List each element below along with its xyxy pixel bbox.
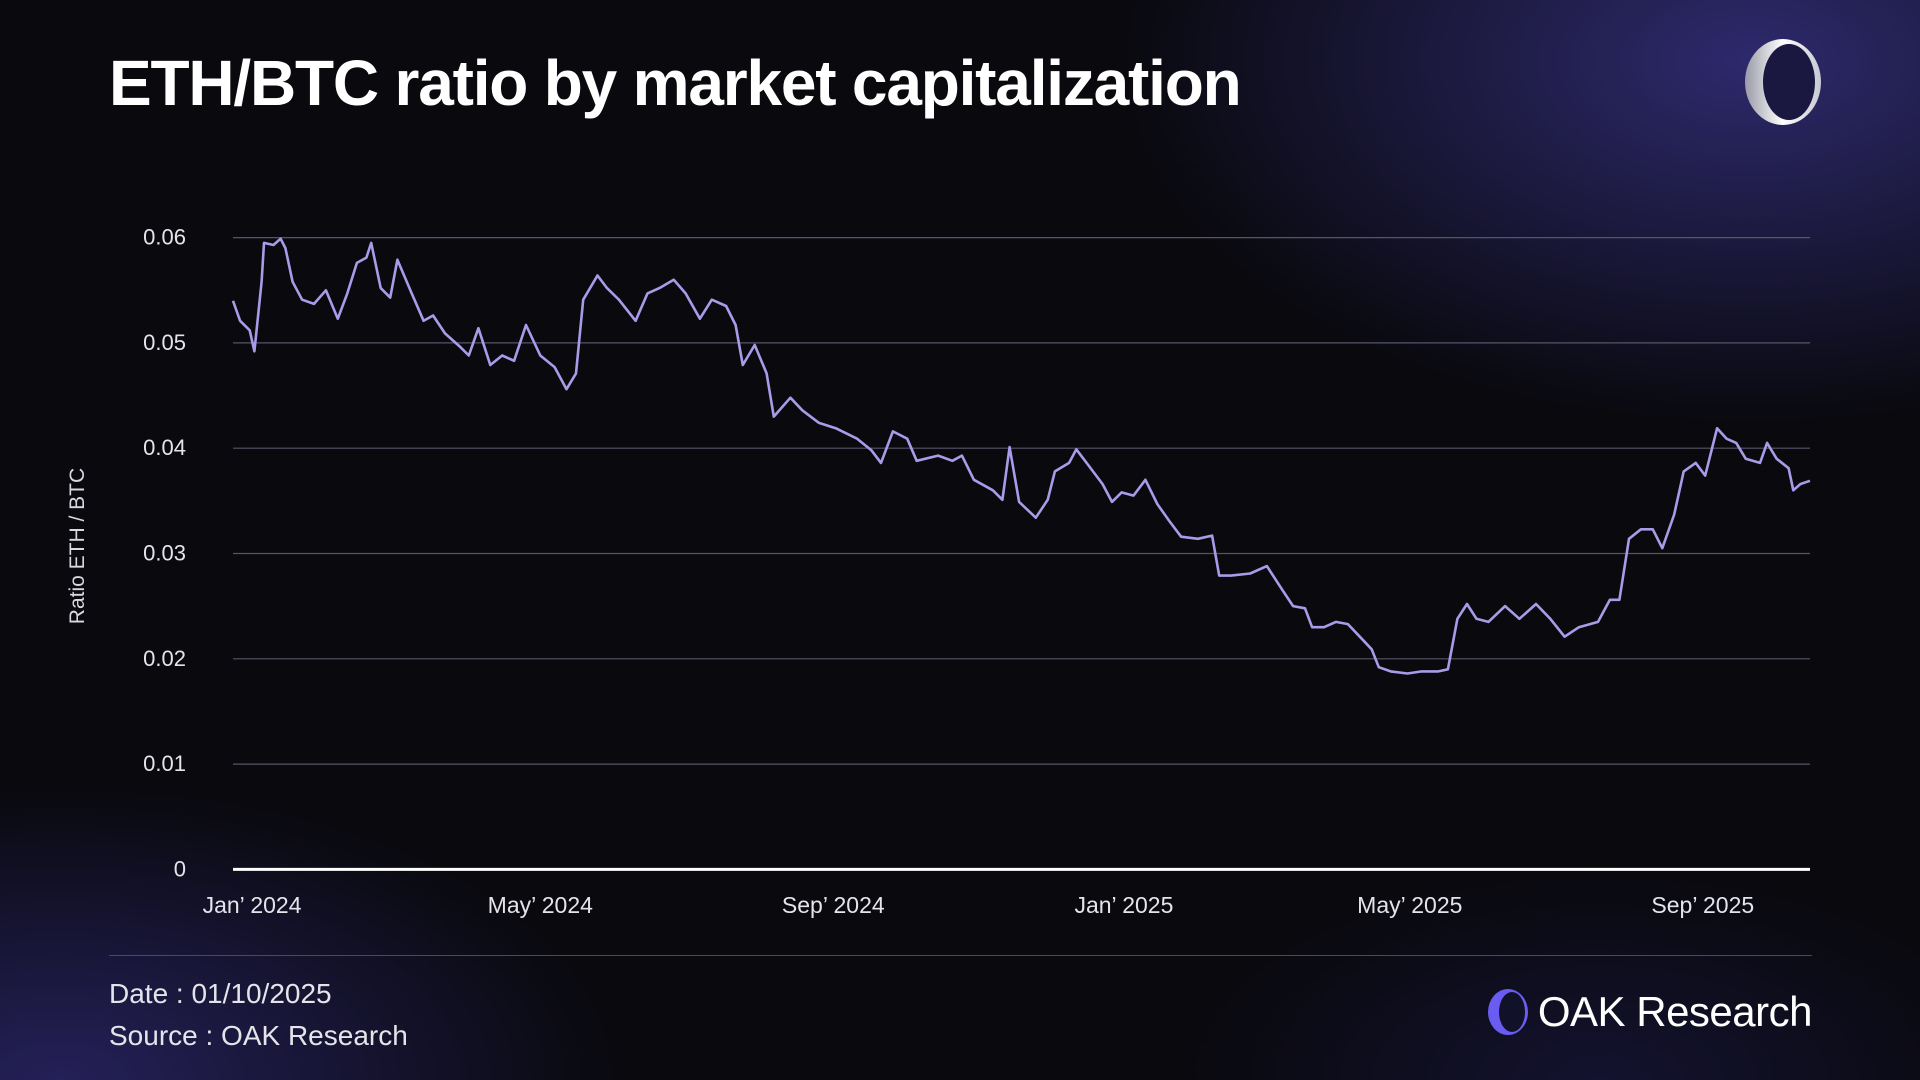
y-tick-label: 0 [174, 856, 186, 881]
y-tick-label: 0.06 [143, 225, 186, 250]
oak-logo-icon [1487, 989, 1528, 1035]
chart-title: ETH/BTC ratio by market capitalization [109, 47, 1242, 119]
y-tick-label: 0.01 [143, 751, 186, 776]
x-tick-label: Jan’ 2024 [203, 892, 302, 918]
footer-divider [109, 955, 1812, 956]
y-tick-label: 0.03 [143, 541, 186, 566]
eth-btc-ratio-line [231, 237, 1811, 675]
oak-ring-logo-icon [1745, 39, 1821, 125]
y-tick-label: 0.02 [143, 646, 186, 671]
y-tick-label: 0.04 [143, 435, 186, 460]
x-tick-label: May’ 2024 [488, 892, 593, 918]
footer-date: Date : 01/10/2025 [109, 978, 332, 1009]
y-tick-label: 0.05 [143, 330, 186, 355]
oak-research-brand: OAK Research [1486, 987, 1812, 1037]
x-tick-label: Sep’ 2025 [1651, 892, 1754, 918]
x-tick-label: May’ 2025 [1357, 892, 1462, 918]
brand-name: OAK Research [1537, 988, 1813, 1035]
x-tick-label: Sep’ 2024 [782, 892, 885, 918]
x-tick-label: Jan’ 2025 [1074, 892, 1173, 918]
footer-source: Source : OAK Research [109, 1020, 408, 1051]
y-axis-title: Ratio ETH / BTC [66, 467, 89, 625]
